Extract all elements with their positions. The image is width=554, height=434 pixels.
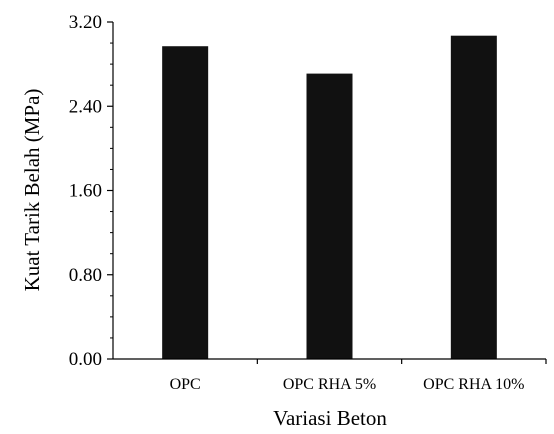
- y-axis-title: Kuat Tarik Belah (MPa): [20, 89, 44, 292]
- y-ticks-group: 0.00 0.80 1.60 2.40 3.20: [69, 12, 113, 370]
- x-tick-label: OPC: [170, 376, 201, 393]
- x-tick-label: OPC RHA 10%: [423, 376, 524, 393]
- plot-area: 0.00 0.80 1.60 2.40 3.20 OPC OPC RHA 5% OPC RH…: [69, 12, 547, 393]
- y-tick-label: 0.80: [69, 265, 102, 286]
- y-tick-label: 0.00: [69, 349, 102, 370]
- y-tick-label: 1.60: [69, 181, 102, 202]
- x-tick-label: OPC RHA 5%: [283, 376, 376, 393]
- bars-group: [162, 35, 497, 360]
- x-axis-title: Variasi Beton: [273, 406, 387, 430]
- bar: [306, 73, 353, 360]
- x-tick-labels-group: OPC OPC RHA 5% OPC RHA 10%: [170, 359, 547, 393]
- bar: [450, 35, 497, 360]
- bar: [162, 46, 209, 360]
- y-tick-label: 2.40: [69, 96, 102, 117]
- y-tick-label: 3.20: [69, 12, 102, 33]
